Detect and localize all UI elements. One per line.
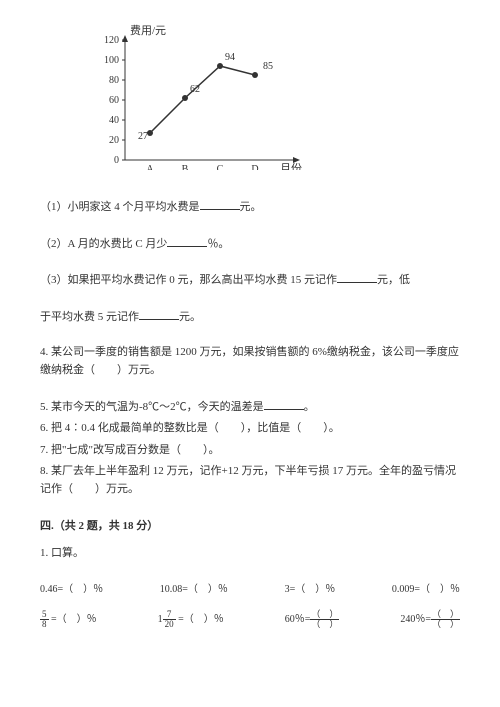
- q1-suffix: 元。: [240, 201, 262, 213]
- svg-text:85: 85: [263, 61, 273, 72]
- calc-r2c2-suffix: =（ ）％: [176, 614, 224, 625]
- frac1-den: 8: [40, 620, 49, 629]
- calc-r1c1: 0.46=（ ）％: [40, 580, 103, 595]
- question-5: 5. 某市今天的气温为-8℃～2℃，今天的温差是 。: [40, 398, 460, 417]
- calc-row-2: 5 8 =（ ）％ 1 7 20 =（ ）％ 60％= （ ） （ ） 240％…: [40, 610, 460, 629]
- svg-text:120: 120: [104, 35, 119, 46]
- q3-suffix-1: 元，低: [377, 274, 410, 286]
- q2-suffix: ％。: [207, 238, 229, 250]
- q3-blank-1: [337, 271, 377, 283]
- calc-r2c4: 240％= （ ） （ ）: [400, 610, 460, 629]
- calc-r1c4: 0.009=（ ）％: [392, 580, 460, 595]
- calc-r2c4-prefix: 240％=: [400, 614, 431, 625]
- q1-text: （1）小明家这 4 个月平均水费是: [40, 201, 200, 213]
- svg-text:20: 20: [109, 135, 119, 146]
- q3-text-1: （3）如果把平均水费记作 0 元，那么高出平均水费 15 元记作: [40, 274, 337, 286]
- q5-text: 5. 某市今天的气温为-8℃～2℃，今天的温差是: [40, 401, 264, 413]
- pfrac2-den: （ ）: [431, 620, 460, 629]
- q5-suffix: 。: [304, 401, 315, 413]
- question-3-cont: 于平均水费 5 元记作 元。: [40, 308, 460, 327]
- svg-text:40: 40: [109, 115, 119, 126]
- q3-text-2: 于平均水费 5 元记作: [40, 311, 139, 323]
- question-7: 7. 把"七成"改写成百分数是（ ）。: [40, 442, 460, 460]
- chart-svg: 费用/元 0 20 40 60 80 100 120 A B C D 月份 27 62 94 85: [85, 20, 305, 170]
- question-1: （1）小明家这 4 个月平均水费是 元。: [40, 198, 460, 217]
- q5-blank: [264, 398, 304, 410]
- q2-text: （2）A 月的水费比 C 月少: [40, 238, 167, 250]
- calc-r1c2: 10.08=（ ）％: [160, 580, 228, 595]
- svg-text:C: C: [217, 164, 224, 170]
- svg-text:0: 0: [114, 155, 119, 166]
- svg-text:94: 94: [225, 52, 235, 63]
- q1-blank: [200, 198, 240, 210]
- svg-text:100: 100: [104, 55, 119, 66]
- calc-row-1: 0.46=（ ）％ 10.08=（ ）％ 3=（ ）％ 0.009=（ ）％: [40, 580, 460, 595]
- q3-blank-2: [139, 308, 179, 320]
- svg-text:60: 60: [109, 95, 119, 106]
- fraction-7-20: 7 20: [163, 610, 176, 629]
- section-4-title: 四.（共 2 题，共 18 分）: [40, 517, 460, 533]
- svg-text:B: B: [182, 164, 189, 170]
- calc-r2c3: 60％= （ ） （ ）: [285, 610, 340, 629]
- q3-suffix-2: 元。: [179, 311, 201, 323]
- calc-r2c3-prefix: 60％=: [285, 614, 311, 625]
- calc-r1c3: 3=（ ）％: [285, 580, 336, 595]
- section-4-q1: 1. 口算。: [40, 545, 460, 563]
- fraction-5-8: 5 8: [40, 610, 49, 629]
- svg-text:27: 27: [138, 131, 148, 142]
- svg-text:月份: 月份: [280, 162, 302, 170]
- svg-text:A: A: [146, 164, 154, 170]
- paren-fraction-1: （ ） （ ）: [310, 610, 339, 629]
- svg-text:80: 80: [109, 75, 119, 86]
- calc-r2c2: 1 7 20 =（ ）％: [158, 610, 224, 629]
- pfrac1-den: （ ）: [310, 620, 339, 629]
- question-8: 8. 某厂去年上半年盈利 12 万元，记作+12 万元，下半年亏损 17 万元。…: [40, 463, 460, 498]
- svg-text:费用/元: 费用/元: [130, 24, 166, 37]
- question-2: （2）A 月的水费比 C 月少 ％。: [40, 235, 460, 254]
- line-chart: 费用/元 0 20 40 60 80 100 120 A B C D 月份 27 62 94 85: [85, 20, 460, 173]
- calc-r2c1: 5 8 =（ ）％: [40, 610, 97, 629]
- paren-fraction-2: （ ） （ ）: [431, 610, 460, 629]
- question-4: 4. 某公司一季度的销售额是 1200 万元，如果按销售额的 6%缴纳税金，该公…: [40, 344, 460, 379]
- frac2-den: 20: [163, 620, 176, 629]
- question-6: 6. 把 4∶0.4 化成最简单的整数比是（ ），比值是（ ）。: [40, 420, 460, 438]
- svg-text:62: 62: [190, 84, 200, 95]
- question-3: （3）如果把平均水费记作 0 元，那么高出平均水费 15 元记作 元，低: [40, 271, 460, 290]
- svg-text:D: D: [251, 164, 258, 170]
- q2-blank: [167, 235, 207, 247]
- calc-r2c1-suffix: =（ ）％: [49, 614, 97, 625]
